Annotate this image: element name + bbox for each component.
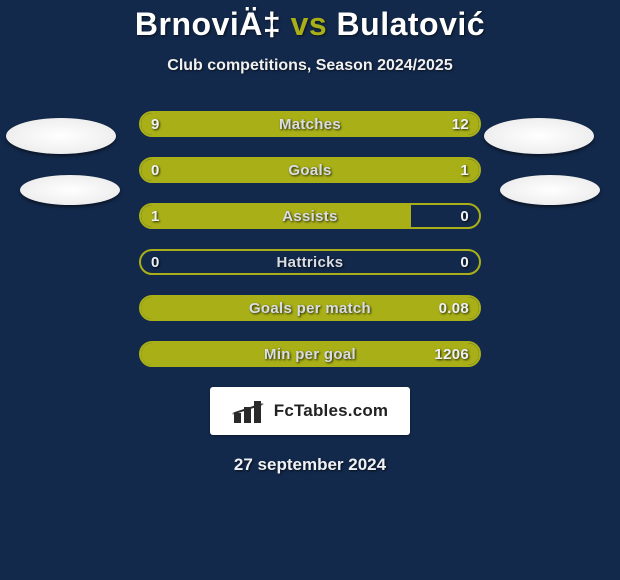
stat-label: Hattricks (141, 251, 479, 273)
stat-label: Assists (141, 205, 479, 227)
stat-bars: 9Matches120Goals11Assists00Hattricks0Goa… (0, 111, 620, 367)
stat-label: Min per goal (141, 343, 479, 365)
stat-label: Goals (141, 159, 479, 181)
title-vs: vs (291, 6, 328, 42)
stat-value-right: 12 (452, 113, 469, 135)
stat-label: Goals per match (141, 297, 479, 319)
stat-value-right: 1206 (434, 343, 469, 365)
stat-value-right: 0 (460, 251, 469, 273)
title-player1: BrnoviÄ‡ (135, 6, 281, 42)
stat-row: 9Matches12 (139, 111, 481, 137)
stat-row: Min per goal1206 (139, 341, 481, 367)
stat-value-right: 0.08 (439, 297, 469, 319)
subtitle: Club competitions, Season 2024/2025 (0, 57, 620, 75)
stat-row: 0Goals1 (139, 157, 481, 183)
page-title: BrnoviÄ‡ vs Bulatović (0, 6, 620, 43)
stat-row: 0Hattricks0 (139, 249, 481, 275)
date-label: 27 september 2024 (0, 455, 620, 475)
comparison-infographic: BrnoviÄ‡ vs Bulatović Club competitions,… (0, 0, 620, 580)
stat-row: Goals per match0.08 (139, 295, 481, 321)
bar-chart-icon (232, 399, 266, 423)
fctables-logo: FcTables.com (210, 387, 410, 435)
title-player2: Bulatović (337, 6, 486, 42)
stat-value-right: 1 (460, 159, 469, 181)
stat-label: Matches (141, 113, 479, 135)
stat-row: 1Assists0 (139, 203, 481, 229)
stat-value-right: 0 (460, 205, 469, 227)
logo-text: FcTables.com (274, 401, 389, 421)
